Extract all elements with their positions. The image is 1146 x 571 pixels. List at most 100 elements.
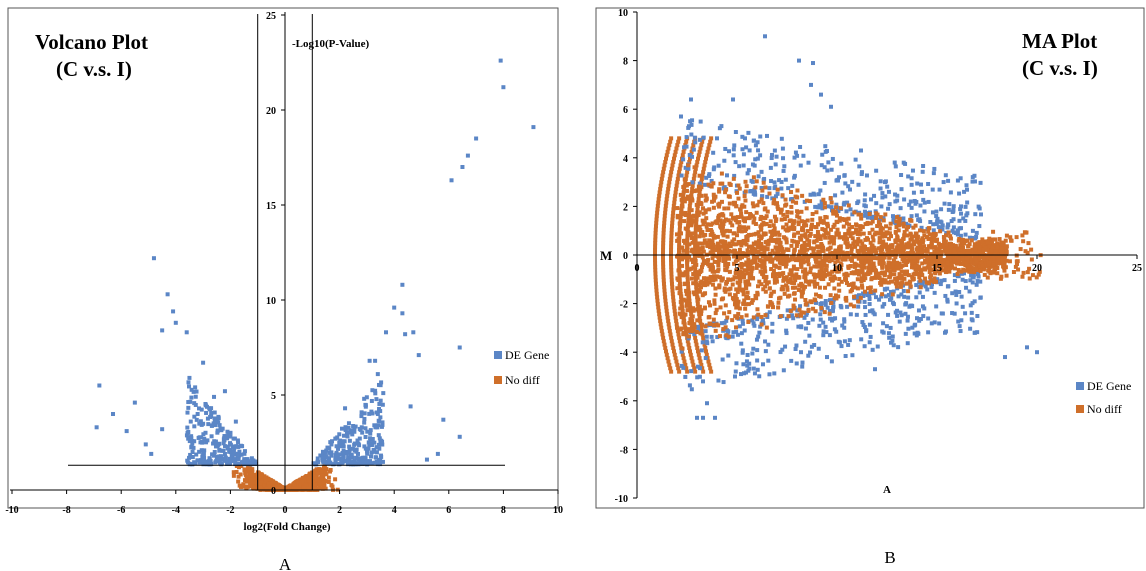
no-diff-point bbox=[876, 220, 881, 225]
no-diff-point bbox=[858, 239, 863, 244]
de-gene-point bbox=[793, 346, 798, 351]
no-diff-point bbox=[726, 218, 731, 223]
de-gene-point bbox=[208, 462, 213, 467]
de-gene-point bbox=[957, 218, 962, 223]
no-diff-point bbox=[751, 175, 756, 180]
no-diff-point bbox=[238, 472, 243, 477]
no-diff-point bbox=[867, 257, 872, 262]
de-gene-point bbox=[337, 452, 342, 457]
no-diff-point bbox=[833, 293, 838, 298]
no-diff-point bbox=[683, 329, 688, 334]
no-diff-point bbox=[684, 303, 689, 308]
no-diff-point bbox=[314, 477, 319, 482]
no-diff-point bbox=[695, 302, 700, 307]
de-gene-point bbox=[957, 290, 962, 295]
no-diff-point bbox=[827, 311, 832, 316]
de-gene-point bbox=[212, 416, 217, 421]
no-diff-point bbox=[731, 176, 736, 181]
de-gene-point bbox=[899, 187, 904, 192]
no-diff-point bbox=[706, 300, 711, 305]
de-gene-point bbox=[906, 295, 911, 300]
de-gene-point bbox=[972, 179, 977, 184]
no-diff-point bbox=[727, 241, 732, 246]
no-diff-point bbox=[687, 302, 692, 307]
de-gene-point bbox=[746, 368, 751, 373]
no-diff-point bbox=[694, 291, 699, 296]
no-diff-point bbox=[746, 225, 751, 230]
no-diff-point bbox=[751, 204, 756, 209]
no-diff-point bbox=[862, 260, 867, 265]
de-gene-point bbox=[960, 304, 965, 309]
no-diff-point bbox=[668, 366, 673, 371]
no-diff-point bbox=[298, 487, 303, 492]
no-diff-point bbox=[680, 308, 685, 313]
de-gene-point bbox=[132, 400, 137, 405]
no-diff-point bbox=[820, 227, 825, 232]
de-gene-point bbox=[702, 182, 707, 187]
no-diff-point bbox=[793, 285, 798, 290]
no-diff-point bbox=[808, 246, 813, 251]
no-diff-point bbox=[941, 235, 946, 240]
de-gene-point bbox=[899, 173, 904, 178]
no-diff-point bbox=[903, 272, 908, 277]
no-diff-point bbox=[791, 303, 796, 308]
no-diff-point bbox=[699, 265, 704, 270]
no-diff-point bbox=[658, 187, 663, 192]
no-diff-point bbox=[704, 278, 709, 283]
de-gene-point bbox=[772, 148, 777, 153]
panel-label-a: A bbox=[279, 555, 292, 571]
no-diff-point bbox=[670, 217, 675, 222]
no-diff-point bbox=[757, 238, 762, 243]
no-diff-point bbox=[661, 251, 666, 256]
no-diff-point bbox=[797, 235, 802, 240]
no-diff-point bbox=[715, 234, 720, 239]
no-diff-point bbox=[736, 183, 741, 188]
de-gene-point bbox=[734, 361, 739, 366]
no-diff-point bbox=[680, 200, 685, 205]
no-diff-point bbox=[675, 232, 680, 237]
volcano-y-tick-label: 5 bbox=[271, 391, 276, 402]
no-diff-point bbox=[705, 222, 710, 227]
de-gene-point bbox=[338, 461, 343, 466]
no-diff-point bbox=[674, 183, 679, 188]
no-diff-point bbox=[700, 173, 705, 178]
de-gene-point bbox=[767, 372, 772, 377]
no-diff-point bbox=[241, 482, 246, 487]
no-diff-point bbox=[887, 231, 892, 236]
de-gene-point bbox=[955, 232, 960, 237]
no-diff-point bbox=[896, 223, 901, 228]
ma-points bbox=[653, 34, 1043, 420]
de-gene-point bbox=[768, 165, 773, 170]
no-diff-point bbox=[323, 470, 328, 475]
de-gene-point bbox=[978, 212, 983, 217]
de-gene-point bbox=[366, 440, 371, 445]
de-gene-point bbox=[914, 333, 919, 338]
no-diff-point bbox=[665, 193, 670, 198]
no-diff-point bbox=[901, 236, 906, 241]
de-gene-point bbox=[188, 419, 193, 424]
no-diff-point bbox=[671, 302, 676, 307]
no-diff-point bbox=[852, 264, 857, 269]
no-diff-point bbox=[700, 139, 705, 144]
no-diff-point bbox=[674, 359, 679, 364]
no-diff-point bbox=[797, 307, 802, 312]
no-diff-point bbox=[676, 332, 681, 337]
no-diff-point bbox=[251, 472, 256, 477]
no-diff-point bbox=[663, 302, 668, 307]
de-gene-point bbox=[160, 328, 165, 333]
no-diff-point bbox=[692, 213, 697, 218]
no-diff-point bbox=[822, 201, 827, 206]
no-diff-point bbox=[739, 229, 744, 234]
no-diff-point bbox=[710, 199, 715, 204]
de-gene-point bbox=[350, 455, 355, 460]
no-diff-point bbox=[691, 143, 696, 148]
no-diff-point bbox=[679, 197, 684, 202]
no-diff-point bbox=[697, 234, 702, 239]
de-gene-point bbox=[204, 410, 209, 415]
no-diff-point bbox=[739, 214, 744, 219]
no-diff-point bbox=[692, 165, 697, 170]
no-diff-point bbox=[962, 241, 967, 246]
no-diff-point bbox=[708, 366, 713, 371]
no-diff-point bbox=[944, 242, 949, 247]
no-diff-point bbox=[671, 203, 676, 208]
